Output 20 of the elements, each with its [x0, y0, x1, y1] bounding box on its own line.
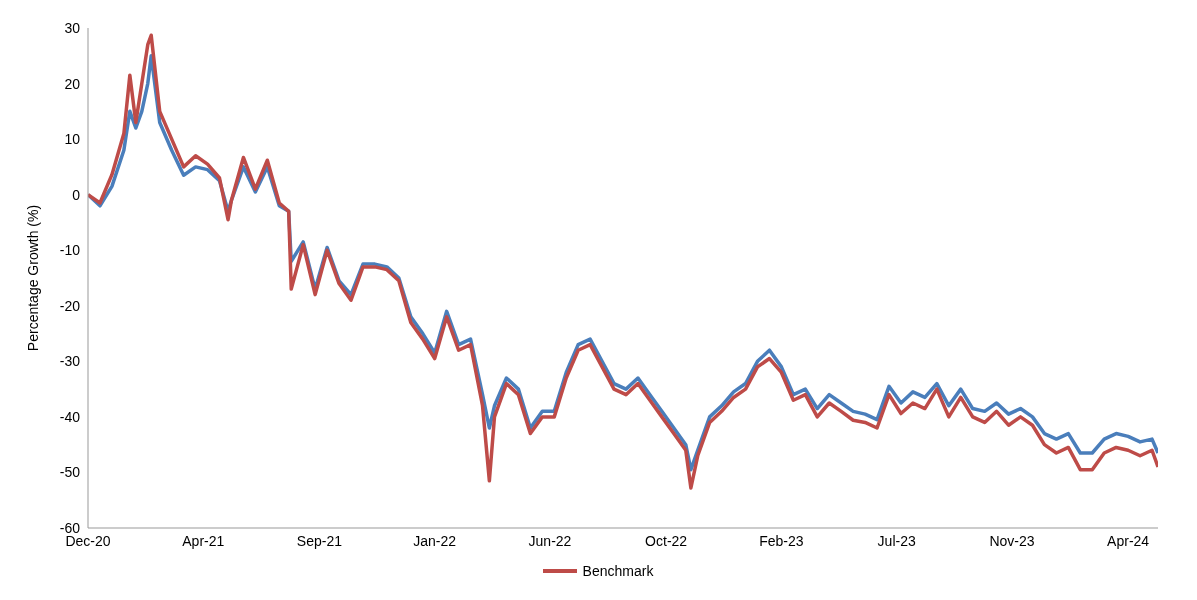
y-tick-label: -10 [59, 242, 81, 259]
x-tick-label: Sep-21 [296, 532, 343, 549]
y-tick-label: 20 [64, 75, 81, 92]
x-tick-label: Jan-22 [413, 532, 457, 549]
y-tick-label: 0 [72, 186, 81, 203]
y-tick-label: -20 [59, 297, 81, 314]
x-tick-label: Jul-23 [877, 532, 916, 549]
y-tick-label: -30 [59, 353, 81, 370]
legend-label: Benchmark [582, 563, 654, 579]
x-tick-label: Jun-22 [528, 532, 572, 549]
x-tick-label: Nov-23 [989, 532, 1035, 549]
y-tick-label: 10 [64, 131, 81, 148]
x-tick-label: Apr-24 [1107, 532, 1150, 549]
y-tick-label: -50 [59, 464, 81, 481]
x-tick-label: Oct-22 [645, 532, 688, 549]
x-tick-label: Feb-23 [759, 532, 804, 549]
x-tick-label: Apr-21 [182, 532, 225, 549]
y-axis-title: Percentage Growth (%) [24, 204, 41, 352]
y-tick-label: 30 [64, 19, 81, 36]
y-tick-label: -40 [59, 408, 81, 425]
